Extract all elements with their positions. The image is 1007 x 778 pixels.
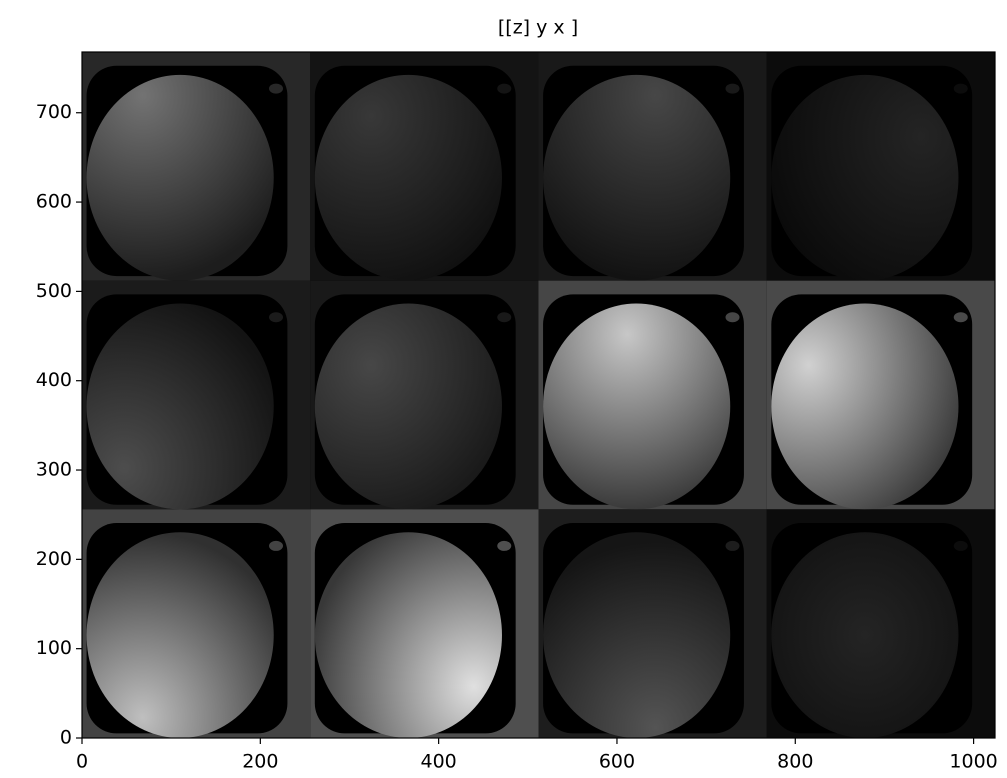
tile-head — [314, 74, 502, 281]
y-tick-label: 100 — [36, 637, 72, 659]
tile-spot — [497, 312, 512, 323]
tile-spot — [953, 540, 968, 551]
axes-frame — [81, 51, 996, 739]
tile-head — [771, 532, 959, 738]
image — [82, 52, 995, 738]
tile-head — [543, 74, 731, 281]
y-tick-label: 700 — [36, 101, 72, 123]
tile-head — [771, 303, 959, 510]
x-tick-label: 400 — [421, 751, 457, 773]
y-tick-label: 400 — [36, 369, 72, 391]
tile-spot — [269, 312, 284, 323]
x-tick-label: 200 — [242, 751, 278, 773]
tile-head — [314, 303, 502, 510]
y-tick-label: 300 — [36, 459, 72, 481]
y-tick-label: 200 — [36, 548, 72, 570]
tile-spot — [725, 312, 740, 323]
y-tick-label: 600 — [36, 191, 72, 213]
tile-head — [543, 303, 731, 510]
tile-head — [86, 303, 274, 510]
tile-head — [771, 74, 959, 281]
tile-head — [543, 532, 731, 738]
x-tick-label: 1000 — [949, 751, 997, 773]
tile-head — [86, 532, 274, 738]
tile-spot — [269, 540, 284, 551]
chart-title: [[z] y x ] — [498, 17, 578, 39]
y-tick-label: 500 — [36, 280, 72, 302]
tile-spot — [953, 83, 968, 94]
tile-head — [86, 74, 274, 281]
x-tick-label: 600 — [599, 751, 635, 773]
tile-spot — [725, 540, 740, 551]
x-tick-label: 800 — [777, 751, 813, 773]
x-tick-label: 0 — [76, 751, 88, 773]
y-tick-label: 0 — [60, 727, 72, 749]
tile-spot — [725, 83, 740, 94]
tile-spot — [497, 540, 512, 551]
tile-spot — [497, 83, 512, 94]
tile-head — [314, 532, 502, 738]
tile-spot — [953, 312, 968, 323]
tile-spot — [269, 83, 284, 94]
